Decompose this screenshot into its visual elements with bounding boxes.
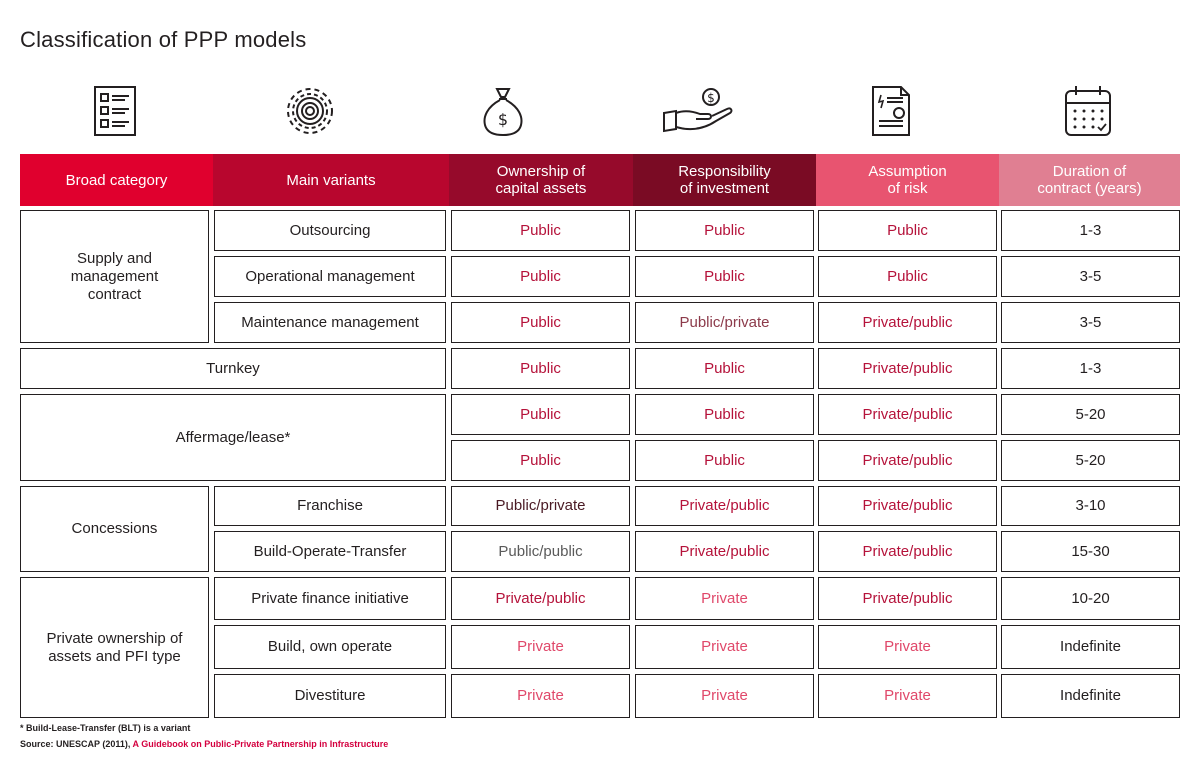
column-header-duration: Duration of contract (years) — [999, 154, 1180, 206]
calendar-icon — [1060, 83, 1116, 139]
duration-cell: 15-30 — [1001, 531, 1180, 572]
ownership-cell: Public — [451, 256, 630, 297]
ownership-cell: Private — [451, 625, 630, 669]
column-header-investment: Responsibility of investment — [633, 154, 816, 206]
ownership-cell: Public/public — [451, 531, 630, 572]
invoice-icon — [863, 83, 919, 139]
risk-cell: Private — [818, 674, 997, 718]
variant-cell: Build-Operate-Transfer — [214, 531, 446, 572]
money-bag-icon: $ — [475, 83, 531, 139]
risk-cell: Private/public — [818, 577, 997, 620]
source-note: Source: UNESCAP (2011), A Guidebook on P… — [20, 739, 388, 749]
variant-cell: Private finance initiative — [214, 577, 446, 620]
category-cell-concessions: Concessions — [20, 486, 209, 572]
investment-cell: Public — [635, 440, 814, 481]
investment-cell: Private — [635, 625, 814, 669]
ownership-cell: Public — [451, 440, 630, 481]
variant-cell: Divestiture — [214, 674, 446, 718]
investment-cell: Public — [635, 210, 814, 251]
hand-dollar-icon: $ — [660, 83, 736, 139]
column-header-risk: Assumption of risk — [816, 154, 999, 206]
page-title: Classification of PPP models — [20, 27, 307, 52]
svg-text:$: $ — [498, 110, 508, 129]
investment-cell: Public — [635, 394, 814, 435]
duration-cell: 1-3 — [1001, 348, 1180, 389]
footnote: * Build-Lease-Transfer (BLT) is a varian… — [20, 723, 191, 733]
checklist-icon — [87, 83, 143, 139]
risk-cell: Private/public — [818, 394, 997, 435]
risk-cell: Private/public — [818, 348, 997, 389]
column-header-main-variants: Main variants — [213, 154, 449, 206]
variant-cell: Build, own operate — [214, 625, 446, 669]
source-prefix: Source: UNESCAP (2011), — [20, 739, 133, 749]
ownership-cell: Public/private — [451, 486, 630, 526]
risk-cell: Private/public — [818, 440, 997, 481]
duration-cell: Indefinite — [1001, 625, 1180, 669]
risk-cell: Private — [818, 625, 997, 669]
duration-cell: 5-20 — [1001, 440, 1180, 481]
risk-cell: Private/public — [818, 302, 997, 343]
gear-icon — [282, 83, 338, 139]
duration-cell: 3-5 — [1001, 256, 1180, 297]
column-header-ownership: Ownership of capital assets — [449, 154, 633, 206]
variant-cell: Outsourcing — [214, 210, 446, 251]
ownership-cell: Private/public — [451, 577, 630, 620]
variant-cell: Maintenance management — [214, 302, 446, 343]
category-cell-private-ownership: Private ownership of assets and PFI type — [20, 577, 209, 718]
ownership-cell: Public — [451, 394, 630, 435]
column-header-broad-category: Broad category — [20, 154, 213, 206]
investment-cell: Public/private — [635, 302, 814, 343]
duration-cell: 1-3 — [1001, 210, 1180, 251]
category-cell-supply-management: Supply and management contract — [20, 210, 209, 343]
risk-cell: Public — [818, 256, 997, 297]
svg-text:$: $ — [707, 91, 715, 105]
duration-cell: Indefinite — [1001, 674, 1180, 718]
ownership-cell: Private — [451, 674, 630, 718]
variant-cell: Operational management — [214, 256, 446, 297]
ownership-cell: Public — [451, 348, 630, 389]
investment-cell: Public — [635, 348, 814, 389]
duration-cell: 3-5 — [1001, 302, 1180, 343]
source-link[interactable]: A Guidebook on Public-Private Partnershi… — [132, 739, 389, 749]
investment-cell: Private/public — [635, 531, 814, 572]
duration-cell: 5-20 — [1001, 394, 1180, 435]
investment-cell: Private/public — [635, 486, 814, 526]
risk-cell: Private/public — [818, 486, 997, 526]
duration-cell: 3-10 — [1001, 486, 1180, 526]
category-cell-affermage-lease: Affermage/lease* — [20, 394, 446, 481]
variant-cell: Franchise — [214, 486, 446, 526]
ownership-cell: Public — [451, 210, 630, 251]
duration-cell: 10-20 — [1001, 577, 1180, 620]
investment-cell: Public — [635, 256, 814, 297]
risk-cell: Public — [818, 210, 997, 251]
investment-cell: Private — [635, 577, 814, 620]
ownership-cell: Public — [451, 302, 630, 343]
category-cell-turnkey: Turnkey — [20, 348, 446, 389]
investment-cell: Private — [635, 674, 814, 718]
risk-cell: Private/public — [818, 531, 997, 572]
